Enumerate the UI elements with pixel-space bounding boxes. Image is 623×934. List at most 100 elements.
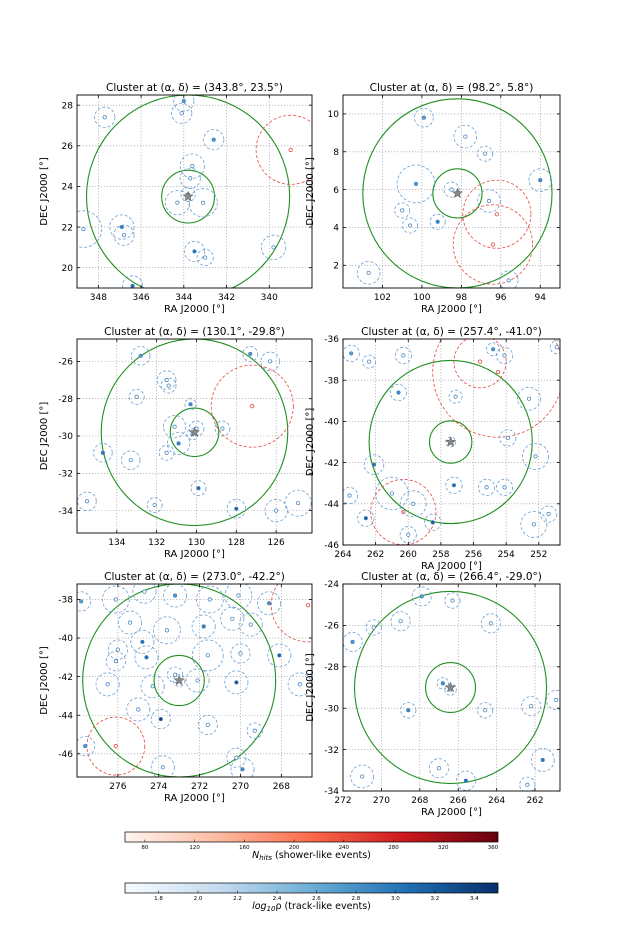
track-event-point [491,347,496,352]
track-event-ring [363,454,385,475]
x-tick-label: 260 [400,550,417,560]
track-event-ring [226,499,247,519]
panel-2: 102 100 98 96 94 2 4 6 8 10 Cluster at (α, δ) = (9… [305,82,561,315]
x-tick-label: 132 [148,538,165,548]
track-event-point [252,728,257,733]
colorbar-bar [124,882,499,894]
track-event-ring [429,213,446,230]
track-event-ring [113,224,135,246]
track-event-point [100,450,105,455]
track-event-ring [226,747,247,768]
track-event-ring [246,722,263,739]
chart-title: Cluster at (α, δ) = (343.8°, 23.5°) [106,82,283,94]
track-event-point [166,383,171,388]
track-event-ring [230,757,255,777]
track-event-point [81,227,86,232]
colorbar-label-rest: (shower-like events) [272,850,371,861]
y-tick-label: -40 [58,634,73,644]
track-event-ring [146,497,163,513]
track-event-point [158,717,163,722]
x-tick-label: 258 [432,550,449,560]
y-tick-label: -42 [324,459,339,469]
shower-event-ring [452,204,534,285]
y-tick-label: 6 [333,186,339,196]
track-event-ring [131,346,151,366]
track-event-ring [365,619,382,636]
track-event-point [482,151,488,156]
cluster-center-star [173,674,185,686]
colorbar-tick-label: 2.4 [273,896,282,902]
y-tick-label: -32 [58,470,73,480]
x-tick-label: 264 [334,550,351,560]
track-event-point [406,708,411,713]
track-event-ring [132,584,157,604]
track-event-point [347,493,352,498]
colorbar-tick-label: 240 [339,845,350,851]
x-tick-label: 98 [456,293,468,303]
y-tick-label: -24 [324,580,339,590]
track-event-point [389,491,394,496]
chart-title: Cluster at (α, δ) = (273.0°, -42.2°) [104,571,285,583]
plot-area [356,98,553,288]
track-event-ring [163,584,188,608]
track-event-point [115,647,120,652]
track-event-ring [436,677,450,690]
x-tick-label: 346 [132,293,149,303]
track-event-ring [520,510,548,538]
track-event-ring [95,672,120,697]
plot-area [77,95,312,288]
shower-event-ring [210,364,294,448]
x-tick-label: 272 [191,782,208,792]
shower-event-point [288,147,293,152]
x-tick-label: 270 [232,782,249,792]
track-event-ring [105,651,126,672]
x-tick-label: 96 [495,293,507,303]
track-event-point [419,594,424,599]
track-event-point [196,486,201,491]
green-circle [161,169,216,224]
track-event-point [211,137,216,142]
track-event-point [160,765,165,770]
colorbar-label-sub: 10 [267,905,276,913]
track-event-point [363,516,368,521]
axes-frame [342,583,561,792]
track-event-ring [195,585,224,614]
panel-1: 348 346 344 342 340 20 22 24 26 28 Cluster at (α, … [39,82,313,315]
track-event-ring [109,214,135,240]
track-event-ring [455,770,476,791]
track-event-ring [173,95,195,112]
axes-frame [342,338,561,546]
track-event-ring [390,611,411,632]
x-tick-label: 134 [108,538,125,548]
y-axis-label: DEC J2000 [°] [39,646,50,715]
track-event-ring [126,697,151,722]
track-event-point [175,200,180,205]
track-event-ring [522,442,549,470]
track-event-point [268,359,273,364]
track-event-point [297,682,302,687]
track-event-ring [179,167,201,189]
track-event-point [350,639,355,645]
track-event-ring [224,670,249,695]
plot-area [343,586,560,791]
track-event-ring [94,106,116,128]
track-event-point [164,450,169,455]
x-axis-label: RA J2000 [°] [164,549,225,560]
track-event-point [192,249,197,254]
green-circle [425,661,477,714]
track-event-point [554,345,559,350]
track-event-point [505,435,510,440]
grid-lines [77,584,312,777]
y-tick-label: -44 [324,500,339,510]
track-event-ring [166,431,191,456]
x-tick-label: 254 [498,550,515,560]
cluster-center-star [444,681,457,693]
y-tick-label: -32 [324,746,339,756]
track-event-ring [179,153,205,179]
colorbar-label-sub: hits [259,854,272,862]
green-circle [353,590,548,785]
shower-event-ring [462,179,532,249]
colorbar-tick-label: 360 [488,845,499,851]
track-event-point [142,589,147,594]
